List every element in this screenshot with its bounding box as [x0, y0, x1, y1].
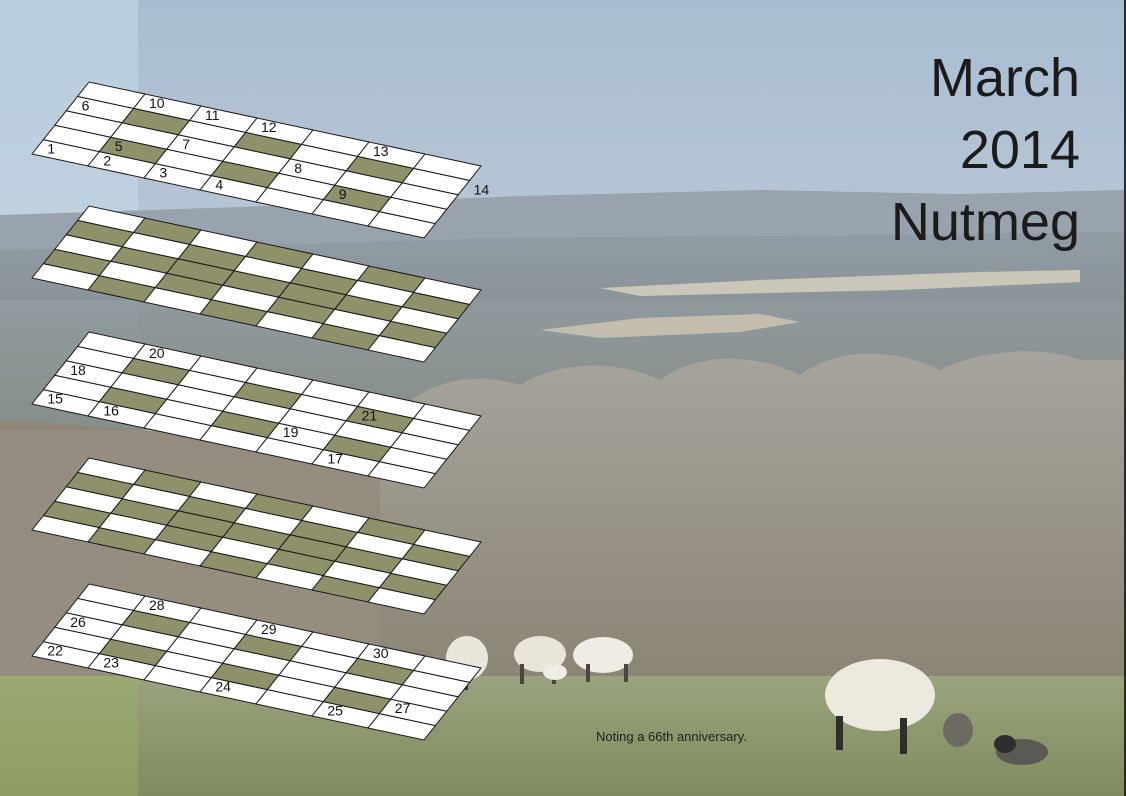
clue-number: 13: [373, 143, 389, 159]
field-patch-1: [600, 270, 1080, 296]
clue-number: 2: [103, 153, 111, 169]
title-block: March 2014 Nutmeg: [891, 42, 1080, 258]
lamb-1: [543, 664, 567, 680]
crossword-grid: 1234567891011121314151617181920212223242…: [31, 81, 490, 741]
grid-cell: [412, 655, 482, 683]
clue-number: 21: [362, 407, 378, 423]
clue-number: 28: [149, 597, 165, 613]
grass-field: [0, 676, 1126, 796]
grass-left: [0, 676, 138, 796]
clue-number: 5: [115, 138, 123, 154]
clue-number: 15: [47, 391, 63, 407]
clue-number: 25: [327, 703, 343, 719]
sheep-4: [825, 659, 935, 731]
title-month: March: [929, 48, 1080, 108]
clue-number: 7: [182, 136, 190, 152]
grid-cell: [412, 277, 482, 305]
sheep-2: [514, 636, 566, 672]
clue-number: 6: [82, 97, 90, 113]
page-edge: [1124, 0, 1126, 796]
clue-number: 19: [283, 424, 299, 440]
title-setter: Nutmeg: [890, 192, 1080, 252]
clue-number: 20: [149, 345, 165, 361]
bare-trees: [380, 351, 1126, 690]
clue-number: 18: [70, 362, 86, 378]
clue-number: 27: [395, 700, 411, 716]
clue-number: 17: [327, 451, 343, 467]
clue-number: 3: [159, 165, 167, 181]
clue-number: 8: [294, 160, 302, 176]
clue-number: 22: [47, 643, 63, 659]
clue-number: 11: [205, 107, 220, 123]
grid-cell: [412, 403, 482, 431]
clue-number: 29: [261, 621, 277, 637]
clue-number: 4: [215, 177, 223, 193]
clue-number: 12: [261, 119, 277, 135]
clue-number: 26: [70, 614, 86, 630]
clue-number: 10: [149, 95, 165, 111]
clue-number: 30: [373, 645, 389, 661]
clue-number: 9: [339, 186, 347, 202]
field-patch-2: [540, 314, 800, 338]
grid-cell: [412, 153, 482, 181]
caption: Noting a 66th anniversary.: [596, 729, 747, 744]
clue-number: 1: [47, 141, 55, 157]
title-year: 2014: [959, 120, 1080, 180]
clue-number: 24: [215, 679, 231, 695]
clue-number: 14: [474, 181, 490, 197]
clue-number: 16: [103, 403, 119, 419]
clue-number: 23: [103, 655, 119, 671]
grid-cell: [412, 529, 482, 557]
